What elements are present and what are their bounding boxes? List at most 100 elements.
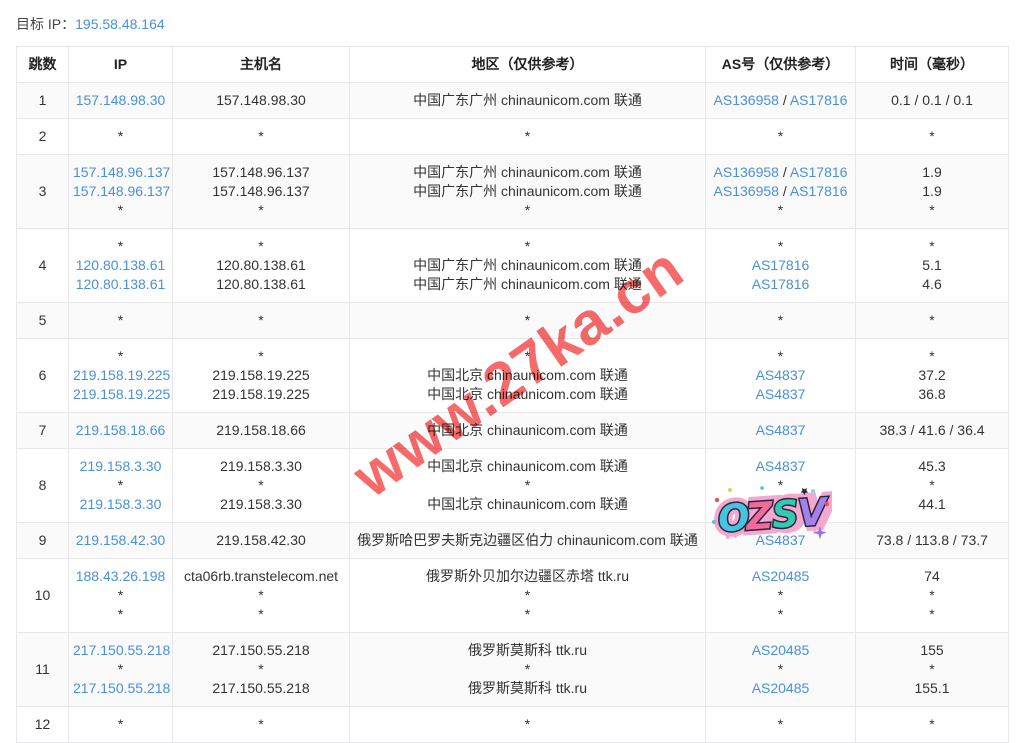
ip-link[interactable]: 217.150.55.218 (73, 680, 171, 696)
cell-text: * (524, 128, 531, 144)
cell-text: 中国北京 chinaunicom.com 联通 (427, 496, 628, 512)
hostname-cell: * (172, 302, 350, 339)
as-link[interactable]: AS20485 (751, 568, 810, 584)
time-cell: 155 * 155.1 (855, 632, 1009, 707)
cell-line: * (73, 201, 168, 220)
cell-line: * (73, 347, 168, 366)
ip-link[interactable]: 188.43.26.198 (75, 568, 166, 584)
cell-line: * (177, 476, 345, 495)
as-link[interactable]: AS20485 (751, 642, 810, 658)
cell-line: 中国北京 chinaunicom.com 联通 (354, 495, 701, 514)
ip-link[interactable]: 219.158.42.30 (75, 532, 166, 548)
cell-line: * (73, 311, 168, 330)
as-link[interactable]: AS4837 (755, 367, 806, 383)
column-header-4: AS号（仅供参考） (705, 46, 856, 83)
asn-cell: * AS4837 AS4837 (705, 338, 856, 413)
cell-text: 155 (920, 642, 944, 658)
ip-link[interactable]: 219.158.19.225 (73, 367, 171, 383)
cell-line: AS4837 (710, 421, 851, 440)
cell-line: * (177, 715, 345, 734)
table-row: 9 219.158.42.30 219.158.42.30 俄罗斯哈巴罗夫斯克边疆区伯… (16, 522, 1009, 559)
cell-text: 6 (38, 367, 47, 383)
time-cell: 0.1 / 0.1 / 0.1 (855, 82, 1009, 119)
as-link[interactable]: AS17816 (789, 92, 848, 108)
ip-link[interactable]: 219.158.3.30 (79, 496, 162, 512)
cell-line: * (73, 127, 168, 146)
cell-line: 120.80.138.61 (73, 275, 168, 294)
time-cell: * (855, 706, 1009, 743)
as-link[interactable]: AS17816 (751, 257, 810, 273)
cell-text: * (524, 312, 531, 328)
cell-text: * (777, 312, 784, 328)
ip-cell: * 219.158.19.225 219.158.19.225 (68, 338, 173, 413)
as-link[interactable]: AS4837 (755, 532, 806, 548)
as-link[interactable]: AS4837 (755, 458, 806, 474)
cell-line: * (73, 660, 168, 679)
ip-link[interactable]: 120.80.138.61 (75, 257, 166, 273)
cell-line: 219.158.19.225 (177, 385, 345, 404)
cell-line: 36.8 (860, 385, 1004, 404)
cell-line: * (860, 586, 1004, 605)
cell-line: 38.3 / 41.6 / 36.4 (860, 421, 1004, 440)
cell-text: 1 (38, 92, 47, 108)
target-ip-value[interactable]: 195.58.48.164 (75, 16, 165, 32)
ip-link[interactable]: 157.148.96.137 (73, 183, 171, 199)
cell-line: 120.80.138.61 (73, 256, 168, 275)
cell-text: * (258, 348, 264, 364)
as-link[interactable]: AS4837 (755, 496, 806, 512)
as-link[interactable]: AS4837 (755, 386, 806, 402)
as-link[interactable]: AS136958 (713, 92, 779, 108)
region-cell: 中国广东广州 chinaunicom.com 联通 中国广东广州 chinauni… (349, 154, 706, 229)
cell-text: 44.1 (918, 496, 946, 512)
ip-link[interactable]: 219.158.18.66 (75, 422, 166, 438)
cell-text: 俄罗斯莫斯科 ttk.ru (467, 642, 587, 658)
hostname-cell: 157.148.98.30 (172, 82, 350, 119)
ip-link[interactable]: 217.150.55.218 (73, 642, 171, 658)
as-link[interactable]: AS17816 (751, 276, 810, 292)
cell-line: 11 (21, 660, 64, 679)
cell-line: * (710, 127, 851, 146)
cell-line: * (860, 311, 1004, 330)
as-link[interactable]: AS136958 (713, 164, 779, 180)
column-header-1: IP (68, 46, 173, 83)
column-header-2: 主机名 (172, 46, 350, 83)
cell-text: 120.80.138.61 (216, 276, 306, 292)
ip-cell: 188.43.26.198 * * (68, 558, 173, 633)
hop-cell: 1 (16, 82, 69, 119)
cell-text: 157.148.96.137 (212, 183, 310, 199)
as-link[interactable]: AS17816 (789, 164, 848, 180)
cell-line: 219.158.18.66 (177, 421, 345, 440)
ip-link[interactable]: 219.158.3.30 (79, 458, 162, 474)
cell-line: * (354, 660, 701, 679)
hop-cell: 12 (16, 706, 69, 743)
cell-line: 219.158.19.225 (73, 366, 171, 385)
ip-link[interactable]: 120.80.138.61 (75, 276, 166, 292)
asn-cell: * (705, 706, 856, 743)
as-link[interactable]: AS4837 (755, 422, 806, 438)
hop-cell: 6 (16, 338, 69, 413)
cell-line: 中国广东广州 chinaunicom.com 联通 (354, 182, 701, 201)
as-link[interactable]: AS17816 (789, 183, 848, 199)
cell-text: * (258, 716, 264, 732)
cell-line: AS136958 / AS17816 (710, 91, 851, 110)
ip-link[interactable]: 157.148.98.30 (75, 92, 166, 108)
cell-text: 中国北京 chinaunicom.com 联通 (427, 422, 628, 438)
as-link[interactable]: AS20485 (751, 680, 810, 696)
cell-text: * (777, 587, 784, 603)
cell-line: 8 (21, 476, 64, 495)
cell-line: 155 (860, 641, 1004, 660)
cell-text: 俄罗斯哈巴罗夫斯克边疆区伯力 chinaunicom.com 联通 (357, 532, 698, 548)
cell-line: 1.9 (860, 182, 1004, 201)
cell-text: 5.1 (922, 257, 942, 273)
cell-text: 73.8 / 113.8 / 73.7 (876, 532, 988, 548)
ip-link[interactable]: 157.148.96.137 (73, 164, 171, 180)
cell-text: 155.1 (914, 680, 950, 696)
hop-cell: 11 (16, 632, 69, 707)
cell-text: * (524, 477, 531, 493)
as-link[interactable]: AS136958 (713, 183, 779, 199)
ip-link[interactable]: 219.158.19.225 (73, 386, 171, 402)
cell-line: 74 (860, 567, 1004, 586)
cell-text: 中国北京 chinaunicom.com 联通 (427, 386, 628, 402)
cell-text: * (117, 238, 124, 254)
cell-line: 157.148.96.137 (73, 163, 171, 182)
